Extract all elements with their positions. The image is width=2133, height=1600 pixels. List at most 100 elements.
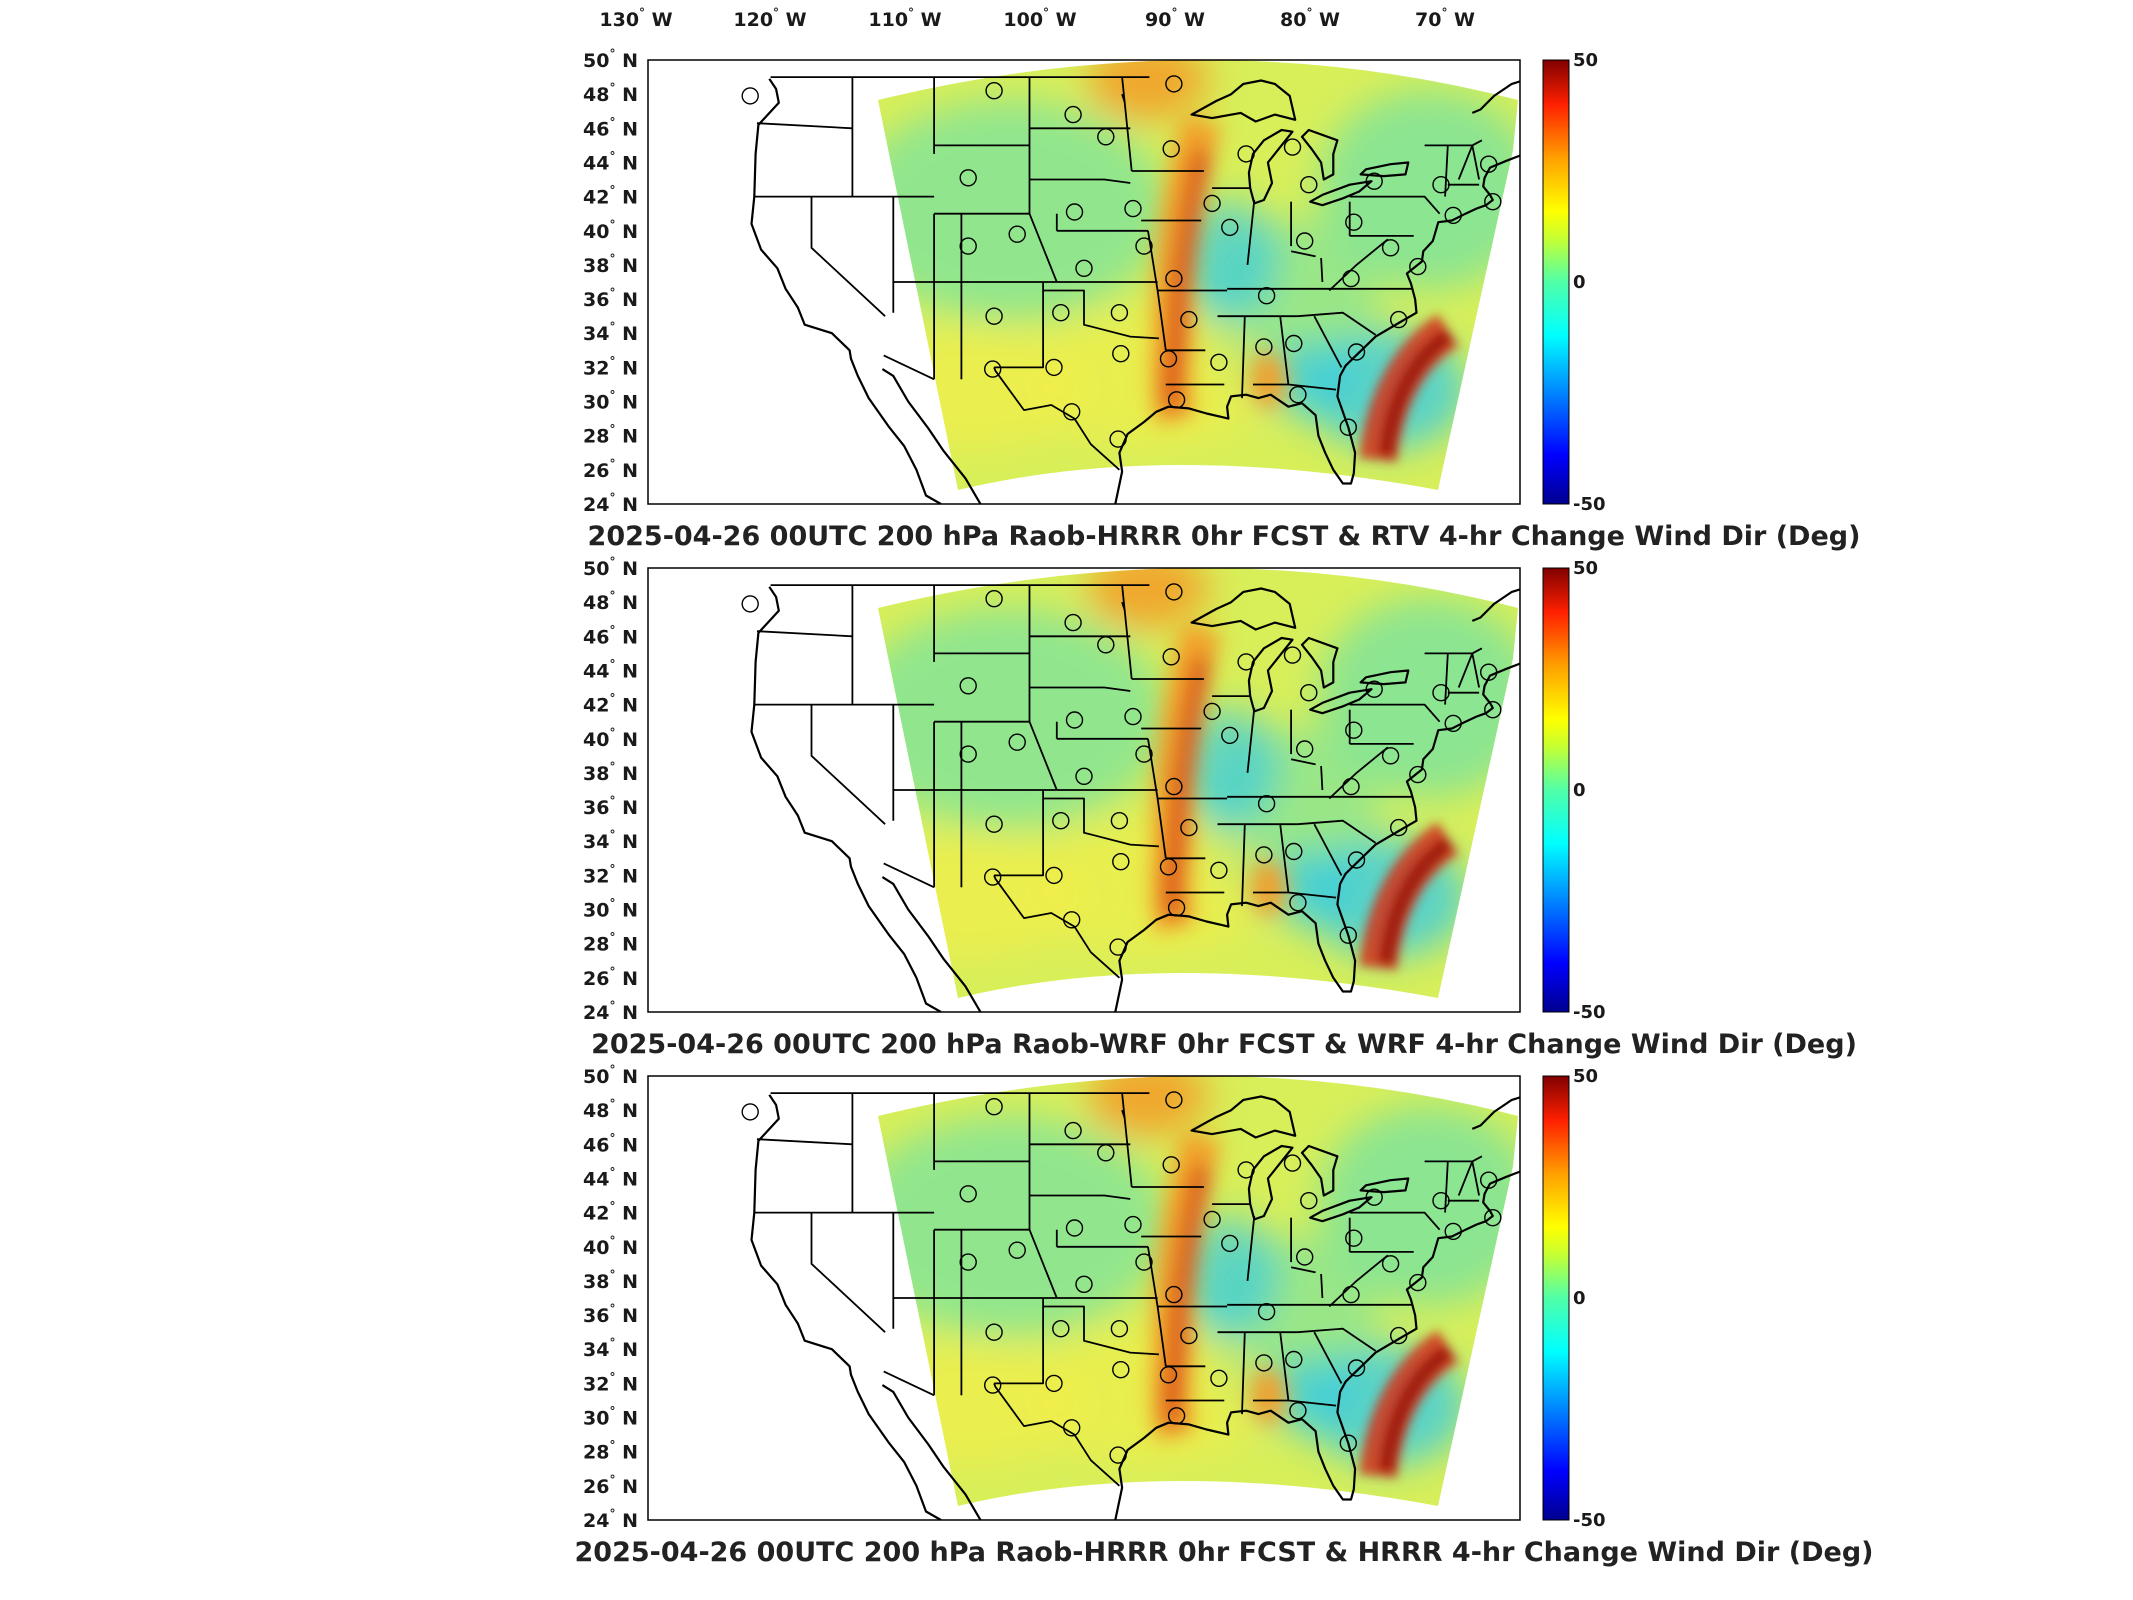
raob-station-marker xyxy=(1165,1285,1183,1304)
raob-station-marker xyxy=(1063,1419,1081,1437)
latitude-label: 26° N xyxy=(583,965,638,990)
raob-station-marker xyxy=(959,169,977,187)
map-frame xyxy=(647,59,1521,505)
raob-station-marker xyxy=(1008,733,1026,751)
raob-station-marker xyxy=(1008,225,1026,243)
latitude-label: 28° N xyxy=(583,423,638,448)
raob-station-marker xyxy=(1167,899,1186,917)
latitude-label: 36° N xyxy=(583,1302,638,1327)
latitude-label: 30° N xyxy=(583,897,638,922)
raob-station-marker xyxy=(1365,680,1383,698)
raob-station-marker xyxy=(741,87,759,105)
latitude-label: 40° N xyxy=(583,1234,638,1259)
colorbar-tick-label: -50 xyxy=(1573,1002,1606,1023)
colorbar: 50 0 -50 xyxy=(1542,1066,1606,1531)
raob-station-marker xyxy=(1167,391,1186,409)
longitude-label: 90° W xyxy=(1145,6,1205,31)
raob-station-marker xyxy=(1159,858,1178,876)
latitude-label: 32° N xyxy=(583,1370,638,1395)
raob-station-marker xyxy=(1365,1188,1383,1206)
raob-station-marker xyxy=(1112,1361,1130,1379)
raob-station-marker xyxy=(1237,145,1255,163)
raob-station-marker xyxy=(1162,648,1180,666)
raob-station-marker xyxy=(1300,683,1318,702)
latitude-label: 24° N xyxy=(583,999,638,1024)
raob-station-marker xyxy=(1063,911,1081,929)
raob-station-marker xyxy=(1045,866,1063,885)
latitude-label: 24° N xyxy=(583,1507,638,1532)
raob-station-marker xyxy=(1064,1121,1082,1140)
raob-station-marker xyxy=(1180,818,1198,837)
raob-station-marker xyxy=(1296,740,1314,758)
raob-station-marker xyxy=(1064,105,1082,124)
raob-station-marker xyxy=(1296,232,1314,250)
colorbar-tick-label: 0 xyxy=(1573,1288,1586,1309)
raob-station-marker xyxy=(1289,894,1307,912)
latitude-label: 50° N xyxy=(583,1063,638,1088)
raob-station-marker xyxy=(741,595,759,613)
raob-station-marker xyxy=(1296,1248,1314,1266)
latitude-label: 38° N xyxy=(583,760,638,785)
raob-station-marker xyxy=(1347,343,1366,361)
latitude-label: 28° N xyxy=(583,1439,638,1464)
raob-station-marker xyxy=(1365,172,1383,190)
raob-station-marker xyxy=(984,868,1002,886)
panel-title: 2025-04-26 00UTC 200 hPa Raob-HRRR 0hr F… xyxy=(588,521,1861,552)
raob-station-marker xyxy=(1257,794,1276,813)
raob-station-marker xyxy=(1444,206,1462,225)
raob-station-marker xyxy=(1109,938,1127,956)
raob-station-marker xyxy=(1075,767,1093,786)
colorbar: 50 0 -50 xyxy=(1542,558,1606,1023)
raob-station-marker xyxy=(1109,430,1127,448)
map-panel: 50° N 48° N 46° N 44° N 42° N 40° N 38° N 36° N… xyxy=(575,1063,1874,1568)
raob-station-marker xyxy=(1480,663,1498,681)
latitude-label: 28° N xyxy=(583,931,638,956)
latitude-label: 46° N xyxy=(583,115,638,140)
wind-change-field xyxy=(878,60,1518,490)
raob-station-marker xyxy=(1135,745,1153,763)
raob-station-marker xyxy=(985,307,1003,325)
latitude-label: 48° N xyxy=(583,1097,638,1122)
latitude-label: 34° N xyxy=(583,828,638,853)
colorbar-tick-label: 50 xyxy=(1573,558,1598,579)
raob-station-marker xyxy=(1345,721,1363,739)
raob-station-marker xyxy=(959,1185,977,1203)
raob-station-marker xyxy=(1097,128,1115,146)
latitude-label: 30° N xyxy=(583,389,638,414)
raob-station-marker xyxy=(1221,218,1239,237)
raob-station-marker xyxy=(1409,1273,1427,1292)
raob-station-marker xyxy=(1300,1191,1318,1210)
raob-station-marker xyxy=(1342,777,1360,796)
latitude-label: 44° N xyxy=(583,657,638,682)
raob-station-marker xyxy=(1165,777,1183,796)
raob-station-marker xyxy=(1283,1154,1302,1172)
map-frame xyxy=(647,567,1521,1013)
raob-station-marker xyxy=(1221,1234,1239,1253)
raob-station-marker xyxy=(1112,345,1130,363)
raob-station-marker xyxy=(1097,1144,1115,1162)
raob-station-marker xyxy=(1390,310,1408,329)
latitude-label: 44° N xyxy=(583,1165,638,1190)
coastlines-and-borders xyxy=(750,76,1520,504)
raob-station-marker xyxy=(1255,338,1273,356)
raob-station-marker xyxy=(1008,1241,1026,1259)
raob-station-marker xyxy=(1052,303,1070,322)
raob-station-marker xyxy=(1255,846,1273,864)
raob-station-marker xyxy=(985,1098,1003,1116)
map-area xyxy=(647,59,1521,505)
colorbar-tick-label: 0 xyxy=(1573,272,1586,293)
raob-station-marker xyxy=(1480,1171,1498,1189)
raob-station-marker xyxy=(1285,842,1303,861)
raob-station-marker xyxy=(1484,700,1502,719)
latitude-label: 26° N xyxy=(583,457,638,482)
raob-station-marker xyxy=(1339,926,1357,944)
raob-station-marker xyxy=(1285,334,1303,353)
raob-station-marker xyxy=(959,1253,977,1271)
colorbar-tick-label: -50 xyxy=(1573,494,1606,515)
raob-station-marker xyxy=(1444,1222,1462,1241)
raob-station-marker xyxy=(1159,1366,1178,1384)
latitude-label: 26° N xyxy=(583,1473,638,1498)
raob-station-marker xyxy=(1180,310,1198,329)
raob-station-marker xyxy=(1063,403,1081,421)
raob-station-marker xyxy=(1484,1208,1502,1227)
